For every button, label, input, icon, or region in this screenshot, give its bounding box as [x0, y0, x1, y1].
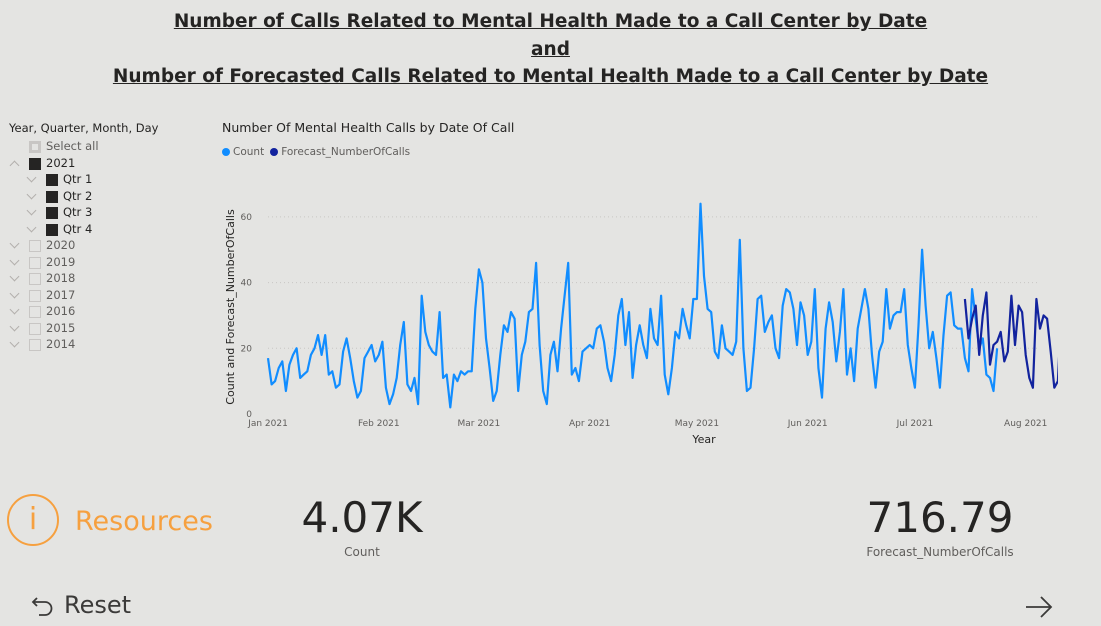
legend-label-forecast: Forecast_NumberOfCalls: [281, 146, 411, 158]
checkbox[interactable]: [29, 289, 41, 302]
slicer-item-qtr-4[interactable]: Qtr 4: [9, 221, 209, 238]
y-axis-title: Count and Forecast_NumberOfCalls: [224, 209, 237, 405]
slicer-item-label: 2014: [46, 337, 76, 352]
slicer-item-2015[interactable]: 2015: [9, 320, 209, 337]
chevron-down-icon[interactable]: [9, 288, 20, 298]
count-card-label: Count: [344, 545, 380, 559]
checkbox[interactable]: [46, 174, 58, 186]
y-tick-label: 40: [241, 279, 253, 289]
chart-legend: Count Forecast_NumberOfCalls: [222, 146, 412, 158]
x-tick-label: Apr 2021: [569, 419, 610, 429]
series-line-forecast: [963, 291, 1058, 389]
reset-button[interactable]: Reset: [30, 591, 131, 619]
slicer-item-label: 2019: [46, 254, 76, 269]
checkbox[interactable]: [29, 273, 41, 285]
forecast-card-value: 716.79: [866, 493, 1014, 542]
checkbox[interactable]: [29, 306, 41, 318]
slicer-item-label: Qtr 1: [63, 172, 93, 187]
x-axis-title: Year: [691, 433, 716, 446]
legend-dot-count: [222, 148, 230, 156]
slicer-item-2021[interactable]: 2021: [9, 155, 209, 172]
chevron-down-icon[interactable]: [9, 304, 20, 315]
series-line-count: [266, 202, 999, 409]
checkbox[interactable]: [29, 322, 41, 335]
slicer-item-qtr-3[interactable]: Qtr 3: [9, 204, 209, 221]
undo-arrow-icon: [31, 597, 53, 616]
slicer-item-2018[interactable]: 2018: [9, 270, 209, 287]
checkbox[interactable]: [29, 240, 41, 252]
checkbox[interactable]: [46, 207, 58, 219]
select-all-checkbox[interactable]: [29, 141, 41, 153]
reset-label: Reset: [64, 591, 132, 619]
slicer-item-label: 2017: [46, 287, 76, 302]
x-tick-label: Jul 2021: [896, 419, 934, 429]
title-line-1: Number of Calls Related to Mental Health…: [173, 11, 928, 32]
legend-dot-forecast: [270, 148, 279, 156]
chevron-up-icon[interactable]: [9, 160, 20, 170]
checkbox[interactable]: [46, 223, 58, 236]
slicer-item-label: 2015: [46, 320, 76, 335]
legend-item-count[interactable]: Count: [222, 146, 264, 158]
x-tick-label: Jun 2021: [787, 419, 828, 429]
x-tick-label: May 2021: [675, 419, 719, 429]
forecast-card-label: Forecast_NumberOfCalls: [866, 545, 1014, 559]
report-title: Number of Calls Related to Mental Health…: [0, 8, 1101, 91]
slicer-item-label: Qtr 2: [63, 188, 93, 203]
slicer-header: Year, Quarter, Month, Day: [9, 121, 159, 135]
arrow-right-icon[interactable]: [1024, 592, 1054, 622]
title-line-2: and: [531, 38, 570, 60]
slicer-item-qtr-2[interactable]: Qtr 2: [9, 188, 209, 205]
slicer-item-2020[interactable]: 2020: [9, 237, 209, 254]
chevron-down-icon[interactable]: [26, 205, 37, 216]
slicer-item-2014[interactable]: 2014: [9, 336, 209, 353]
chevron-down-icon[interactable]: [9, 271, 20, 282]
slicer-item-qtr-1[interactable]: Qtr 1: [9, 171, 209, 188]
checkbox[interactable]: [29, 339, 41, 351]
line-chart[interactable]: 0 20 40 60 Jan 2021 Feb 2021 Mar 2021 Apr 2021 M…: [218, 170, 1058, 450]
checkbox[interactable]: [46, 190, 58, 203]
chevron-down-icon[interactable]: [9, 238, 20, 249]
legend-label-count: Count: [233, 146, 265, 158]
chevron-down-icon[interactable]: [9, 255, 20, 265]
info-circle-icon[interactable]: i: [7, 494, 59, 546]
y-tick-label: 60: [241, 213, 253, 223]
slicer-item-label: 2018: [46, 271, 76, 286]
date-hierarchy-slicer: Year, Quarter, Month, Day Select all 202…: [9, 121, 209, 353]
legend-item-forecast[interactable]: Forecast_NumberOfCalls: [270, 146, 410, 158]
chevron-down-icon[interactable]: [9, 321, 20, 331]
chevron-down-icon[interactable]: [26, 172, 37, 183]
slicer-item-2019[interactable]: 2019: [9, 254, 209, 271]
resources-link[interactable]: Resources: [75, 506, 213, 537]
chevron-down-icon[interactable]: [26, 189, 37, 199]
slicer-item-label: 2021: [46, 155, 76, 170]
slicer-select-all[interactable]: Select all: [9, 138, 209, 155]
slicer-item-2016[interactable]: 2016: [9, 303, 209, 320]
slicer-item-2017[interactable]: 2017: [9, 287, 209, 304]
y-tick-label: 0: [246, 410, 252, 420]
title-line-3: Number of Forecasted Calls Related to Me…: [112, 66, 989, 87]
x-tick-label: Mar 2021: [457, 419, 500, 429]
count-card-value: 4.07K: [301, 493, 423, 542]
chevron-down-icon[interactable]: [26, 222, 37, 232]
chevron-down-icon[interactable]: [9, 337, 20, 348]
x-tick-label: Aug 2021: [1004, 419, 1047, 429]
x-tick-label: Jan 2021: [247, 419, 288, 429]
checkbox[interactable]: [29, 157, 41, 170]
chart-title: Number Of Mental Health Calls by Date Of…: [222, 120, 515, 135]
x-tick-label: Feb 2021: [358, 419, 400, 429]
y-tick-label: 20: [241, 344, 253, 354]
slicer-item-label: Qtr 3: [63, 205, 93, 220]
select-all-label: Select all: [46, 139, 99, 154]
slicer-item-label: Qtr 4: [63, 221, 93, 236]
slicer-item-label: 2016: [46, 304, 76, 319]
checkbox[interactable]: [29, 256, 41, 269]
slicer-item-label: 2020: [46, 238, 76, 253]
